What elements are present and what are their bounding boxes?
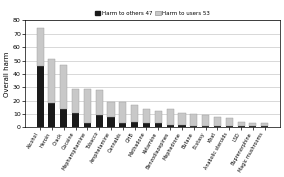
Bar (190, 126, 197, 127)
Bar (178, 113, 185, 125)
Bar (37, 28, 44, 66)
Bar (131, 105, 138, 122)
Bar (72, 88, 79, 113)
Bar (237, 126, 245, 127)
Bar (119, 123, 126, 127)
Bar (249, 123, 256, 126)
Bar (72, 113, 79, 127)
Bar (60, 65, 67, 109)
Bar (214, 126, 221, 127)
Bar (107, 102, 114, 117)
Bar (143, 109, 150, 123)
Bar (107, 117, 114, 127)
Bar (143, 123, 150, 127)
Bar (60, 109, 67, 127)
Bar (96, 90, 103, 115)
Bar (131, 122, 138, 127)
Bar (37, 66, 44, 127)
Bar (226, 118, 233, 126)
Bar (261, 123, 268, 126)
Bar (48, 103, 55, 127)
Bar (249, 126, 256, 127)
Bar (226, 126, 233, 127)
Bar (167, 125, 174, 127)
Bar (214, 117, 221, 126)
Bar (84, 88, 91, 123)
Bar (167, 109, 174, 125)
Bar (190, 114, 197, 126)
Bar (261, 126, 268, 127)
Bar (155, 111, 162, 123)
Bar (178, 125, 185, 127)
Bar (202, 115, 209, 126)
Bar (237, 122, 245, 126)
Legend: Harm to others 47, Harm to users 53: Harm to others 47, Harm to users 53 (92, 8, 212, 18)
Y-axis label: Overall harm: Overall harm (4, 51, 10, 97)
Bar (48, 59, 55, 103)
Bar (119, 102, 126, 123)
Bar (202, 126, 209, 127)
Bar (155, 123, 162, 127)
Bar (84, 123, 91, 127)
Bar (96, 115, 103, 127)
